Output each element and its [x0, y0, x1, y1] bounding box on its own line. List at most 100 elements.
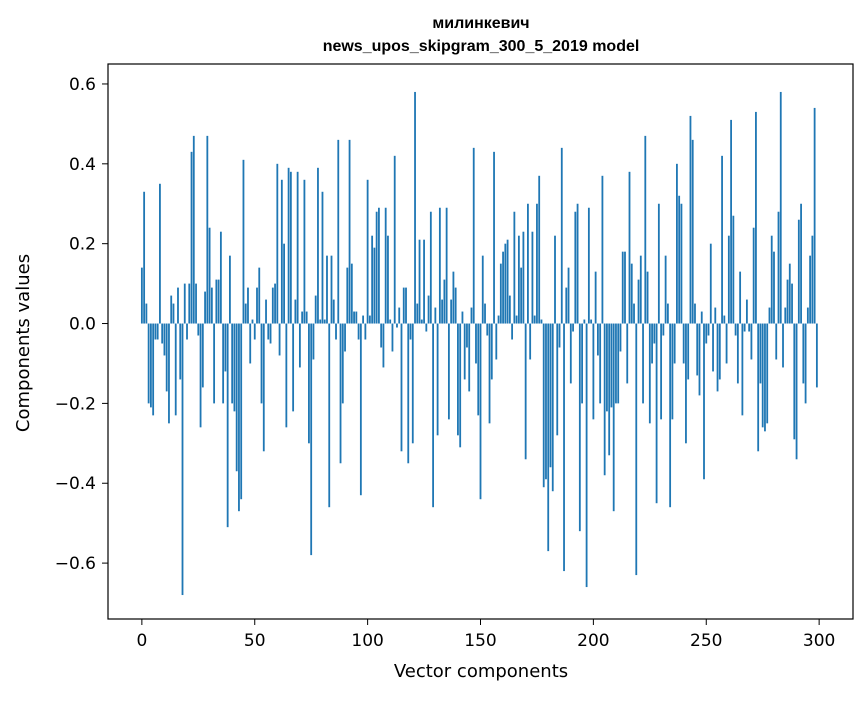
bar-59	[274, 283, 276, 324]
bar-200	[592, 323, 595, 420]
bar-281	[775, 323, 778, 360]
y-tick-label: −0.2	[55, 394, 96, 414]
bar-141	[459, 323, 462, 448]
bar-92	[348, 139, 351, 324]
bar-2	[145, 303, 148, 324]
bar-7	[156, 323, 159, 340]
bar-169	[522, 231, 525, 324]
bar-145	[468, 323, 471, 392]
bar-81	[323, 319, 326, 324]
bar-85	[332, 299, 335, 324]
bar-283	[779, 91, 782, 324]
bar-204	[601, 175, 604, 324]
x-tick-label: 250	[690, 631, 722, 651]
bar-56	[267, 323, 270, 340]
x-tick-label: 150	[464, 631, 496, 651]
bar-233	[666, 303, 669, 324]
bar-138	[452, 271, 455, 324]
bar-285	[784, 307, 787, 324]
bar-171	[527, 203, 529, 324]
bar-277	[766, 323, 769, 424]
bar-99	[364, 323, 367, 340]
bar-195	[581, 323, 583, 404]
bar-295	[806, 307, 809, 324]
bar-165	[513, 211, 516, 324]
bar-238	[678, 195, 681, 324]
bar-114	[398, 307, 401, 324]
bar-94	[353, 311, 355, 324]
bar-111	[391, 323, 394, 352]
bar-213	[621, 251, 624, 324]
bar-232	[664, 255, 667, 324]
bar-1	[143, 191, 146, 324]
bar-187	[563, 323, 565, 572]
bar-110	[389, 319, 392, 324]
bar-144	[466, 323, 468, 348]
bar-161	[504, 243, 507, 324]
bar-256	[718, 323, 721, 380]
bar-119	[409, 323, 412, 340]
bar-254	[714, 307, 717, 324]
bar-157	[495, 323, 498, 360]
bar-58	[271, 287, 274, 324]
plot-frame	[107, 63, 854, 620]
bar-36	[222, 323, 225, 404]
x-tick-label: 50	[244, 631, 266, 651]
bar-98	[362, 315, 365, 324]
bar-170	[524, 323, 527, 460]
bar-259	[725, 323, 728, 364]
bar-252	[709, 243, 712, 324]
bar-10	[163, 323, 166, 356]
bar-181	[549, 323, 552, 468]
bar-226	[651, 323, 653, 364]
bar-17	[179, 323, 182, 380]
x-tick-label: 200	[577, 631, 609, 651]
bar-95	[355, 311, 358, 324]
bar-126	[425, 323, 428, 332]
bar-239	[680, 203, 683, 324]
bar-12	[168, 323, 170, 424]
bar-66	[289, 171, 292, 324]
bar-153	[486, 323, 489, 336]
bar-107	[382, 323, 385, 368]
bar-296	[809, 255, 812, 324]
bar-27	[201, 323, 204, 388]
bar-189	[567, 267, 570, 324]
bar-209	[612, 323, 615, 512]
bar-155	[490, 323, 493, 380]
bar-127	[427, 295, 430, 324]
bar-41	[233, 323, 236, 412]
bar-44	[240, 323, 243, 500]
bar-125	[423, 239, 425, 324]
bar-121	[414, 91, 416, 324]
bar-203	[599, 323, 602, 404]
bar-240	[682, 323, 685, 364]
bar-51	[256, 287, 258, 324]
bar-108	[384, 207, 387, 324]
bar-146	[470, 307, 473, 324]
bar-35	[219, 231, 222, 324]
bar-5	[152, 323, 155, 416]
bar-115	[400, 323, 403, 452]
bar-34	[217, 279, 220, 324]
bar-262	[732, 215, 735, 324]
bar-270	[750, 323, 753, 360]
bar-79	[319, 319, 322, 324]
bar-63	[283, 243, 285, 324]
bar-6	[154, 323, 157, 340]
bar-190	[569, 323, 572, 384]
bar-105	[378, 207, 380, 324]
bar-150	[479, 323, 482, 500]
bar-294	[804, 323, 807, 404]
bar-54	[262, 323, 265, 452]
bar-8	[159, 183, 161, 324]
bar-132	[438, 207, 441, 324]
chart-title: милинкевич	[432, 15, 529, 32]
bar-96	[357, 323, 360, 340]
bar-266	[741, 323, 744, 416]
bar-47	[247, 287, 249, 324]
y-axis-label: Components values	[13, 254, 34, 432]
bar-194	[578, 323, 581, 532]
